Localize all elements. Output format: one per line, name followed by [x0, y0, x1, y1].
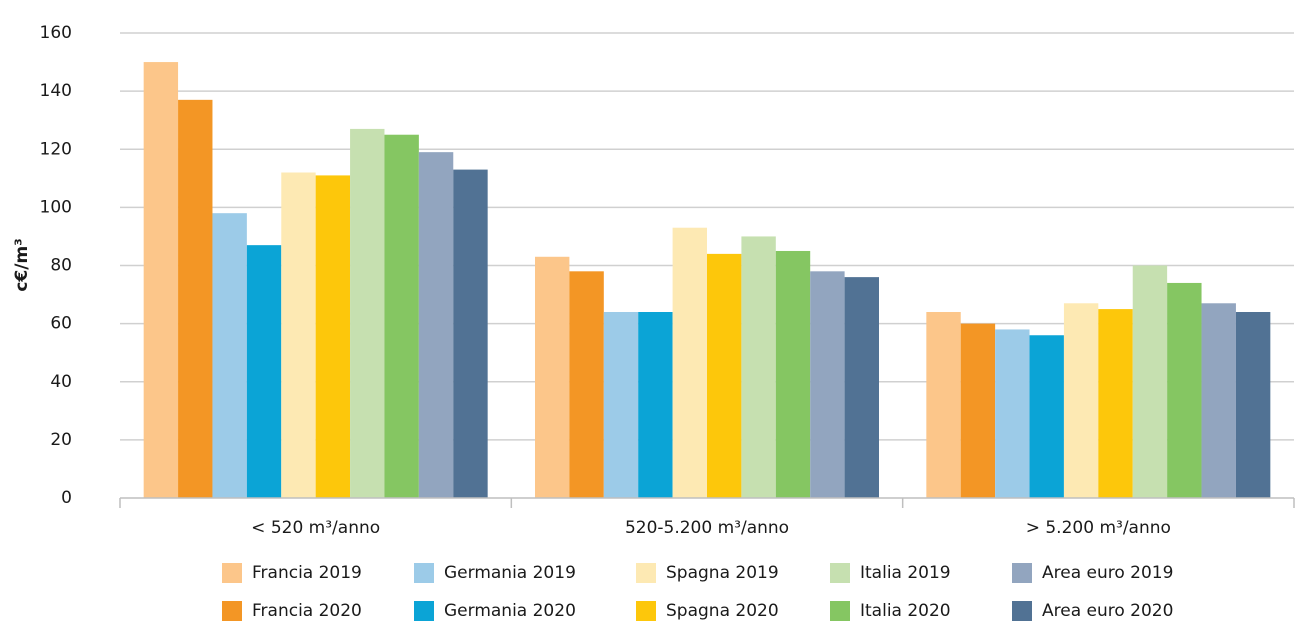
bar	[418, 152, 454, 498]
bar	[212, 213, 247, 498]
y-tick-label: 80	[50, 256, 72, 276]
legend-swatch	[636, 563, 656, 583]
legend-label: Francia 2020	[252, 601, 362, 621]
legend-swatch	[414, 563, 434, 583]
x-tick-label: > 5.200 m³/anno	[1026, 518, 1171, 538]
x-tick-label: 520-5.200 m³/anno	[625, 518, 789, 538]
legend-swatch	[830, 563, 850, 583]
bar	[246, 245, 282, 498]
legend-label: Francia 2019	[252, 563, 362, 583]
y-tick-label: 140	[40, 81, 72, 101]
legend-label: Germania 2019	[444, 563, 576, 583]
bar	[1167, 282, 1202, 498]
y-tick-label: 100	[40, 197, 72, 217]
bar	[926, 312, 961, 498]
y-tick-label: 0	[61, 488, 72, 508]
legend-label: Italia 2019	[860, 563, 951, 583]
bar	[1029, 335, 1064, 498]
legend-label: Germania 2020	[444, 601, 576, 621]
bar	[281, 172, 316, 498]
bar	[638, 312, 673, 498]
legend-swatch	[222, 601, 242, 621]
bar	[315, 175, 351, 498]
legend-swatch	[222, 563, 242, 583]
legend-swatch	[1012, 563, 1032, 583]
legend-label: Area euro 2019	[1042, 563, 1173, 583]
bar	[1235, 312, 1271, 498]
legend-label: Spagna 2020	[666, 601, 779, 621]
bar	[1132, 265, 1168, 498]
bar	[741, 236, 776, 498]
legend-label: Italia 2020	[860, 601, 951, 621]
bar	[1098, 309, 1133, 498]
y-tick-label: 40	[50, 372, 72, 392]
bar	[143, 62, 179, 498]
legend-swatch	[636, 601, 656, 621]
legend-swatch	[830, 601, 850, 621]
y-axis-label: c€/m³	[12, 238, 32, 291]
y-tick-label: 120	[40, 139, 72, 159]
x-tick-label: < 520 m³/anno	[251, 518, 380, 538]
bar	[1201, 303, 1236, 498]
bar	[384, 134, 419, 498]
legend-label: Spagna 2019	[666, 563, 779, 583]
bar	[775, 250, 811, 498]
legend-label: Area euro 2020	[1042, 601, 1173, 621]
bar	[1063, 303, 1099, 498]
bar	[350, 128, 385, 498]
y-tick-label: 20	[50, 430, 72, 450]
bar	[995, 329, 1030, 498]
y-tick-label: 60	[50, 314, 72, 334]
bar	[178, 99, 213, 498]
bar	[453, 169, 488, 498]
bar	[603, 312, 639, 498]
legend-swatch	[414, 601, 434, 621]
bar	[672, 227, 707, 498]
bar	[810, 271, 845, 498]
bar	[535, 256, 570, 498]
bar	[960, 323, 996, 498]
bar	[569, 271, 604, 498]
bar	[844, 277, 879, 498]
bar	[707, 253, 742, 498]
legend-swatch	[1012, 601, 1032, 621]
y-tick-label: 160	[40, 23, 72, 43]
